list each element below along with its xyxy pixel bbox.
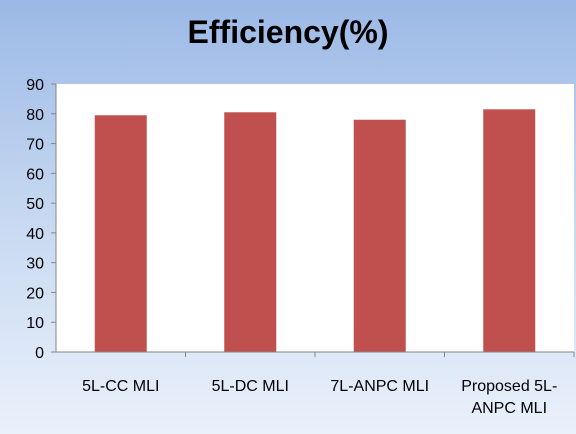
x-category-label: 5L-DC MLI — [212, 378, 289, 395]
bars-group — [94, 109, 536, 353]
y-tick-label: 0 — [35, 345, 44, 362]
y-tick-label: 90 — [26, 77, 44, 94]
x-axis-ticks: 5L-CC MLI 5L-DC MLI 7L-ANPC MLI Proposed 5L… — [82, 352, 575, 417]
y-tick-label: 50 — [26, 196, 44, 213]
x-category-label: ANPC MLI — [471, 400, 547, 417]
x-category-label: 7L-ANPC MLI — [330, 378, 429, 395]
bar — [483, 109, 536, 352]
chart-title: Efficiency(%) — [187, 14, 389, 50]
y-axis-ticks: 0 10 20 30 40 50 60 70 80 90 — [26, 77, 56, 362]
bar — [94, 115, 147, 353]
bar — [353, 119, 406, 352]
y-tick-label: 70 — [26, 137, 44, 154]
y-tick-label: 40 — [26, 226, 44, 243]
x-category-label: 5L-CC MLI — [82, 378, 159, 395]
y-tick-label: 10 — [26, 315, 44, 332]
y-tick-label: 60 — [26, 166, 44, 183]
y-tick-label: 80 — [26, 107, 44, 124]
y-tick-label: 20 — [26, 285, 44, 302]
x-category-label: Proposed 5L- — [461, 378, 557, 395]
y-tick-label: 30 — [26, 256, 44, 273]
bar — [224, 112, 277, 353]
